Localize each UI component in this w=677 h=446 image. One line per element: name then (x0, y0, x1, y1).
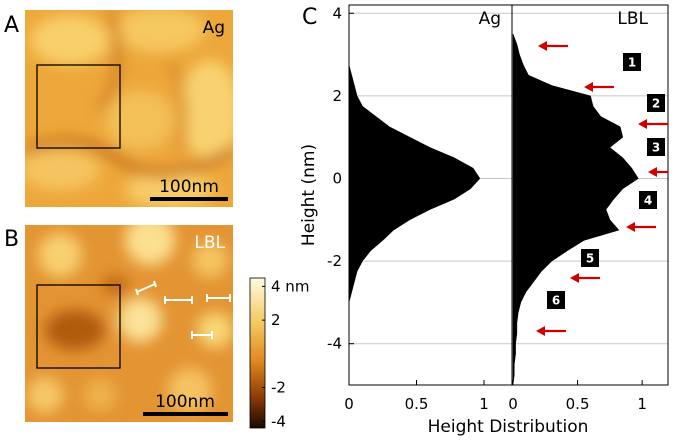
colorbar-tick-label: 4 nm (271, 277, 309, 295)
x-tick-label: 1 (637, 395, 647, 413)
series-label: Ag (479, 9, 501, 29)
distribution-area (512, 33, 639, 386)
y-tick-label: 4 (332, 4, 342, 22)
region-box (36, 64, 121, 149)
y-tick-label: -2 (327, 252, 342, 270)
sample-label: Ag (203, 18, 225, 38)
panel-label: C (302, 5, 317, 30)
arrows (536, 41, 668, 336)
y-tick-label: -4 (327, 335, 342, 353)
annotation-box (647, 94, 665, 112)
x-tick-label: 0.5 (566, 395, 590, 413)
colorbar-tick-label: -2 (271, 379, 286, 397)
annotation-box (581, 249, 599, 267)
y-tick-label: 2 (332, 87, 342, 105)
annotation: 1 (628, 56, 636, 70)
annotation: 2 (652, 97, 660, 111)
x-tick-label: 0 (508, 395, 518, 413)
colorbar-tick-label: -4 (271, 412, 286, 430)
annotation-box (639, 191, 657, 209)
y-axis-label: Height (nm) (299, 144, 319, 246)
x-tick-label: 1 (479, 395, 489, 413)
annotation: 5 (586, 252, 594, 266)
annotation-box (623, 53, 641, 71)
plot-frame (348, 4, 669, 386)
afm-image-b (25, 225, 233, 422)
colorbar (249, 277, 266, 429)
series-label: LBL (617, 9, 648, 29)
panel-label: B (4, 227, 19, 252)
annotation-box (647, 138, 665, 156)
y-tick-label: 0 (332, 169, 342, 187)
annotation-box (547, 291, 565, 309)
sample-label: LBL (194, 233, 225, 253)
annotation: 3 (652, 141, 660, 155)
region-box (36, 284, 121, 369)
panel-label: A (4, 13, 19, 38)
colorbar-tick-label: 2 (271, 311, 281, 329)
afm-image-a (25, 10, 233, 207)
x-tick-label: 0 (344, 395, 354, 413)
annotation: 4 (644, 194, 652, 208)
measure-bars (135, 280, 231, 339)
scale-bar-label: 100nm (155, 392, 215, 412)
distribution-area (348, 33, 481, 385)
annotation: 6 (552, 294, 560, 308)
x-axis-label: Height Distribution (428, 417, 589, 437)
x-tick-label: 0.5 (405, 395, 429, 413)
scale-bar-label: 100nm (159, 177, 219, 197)
